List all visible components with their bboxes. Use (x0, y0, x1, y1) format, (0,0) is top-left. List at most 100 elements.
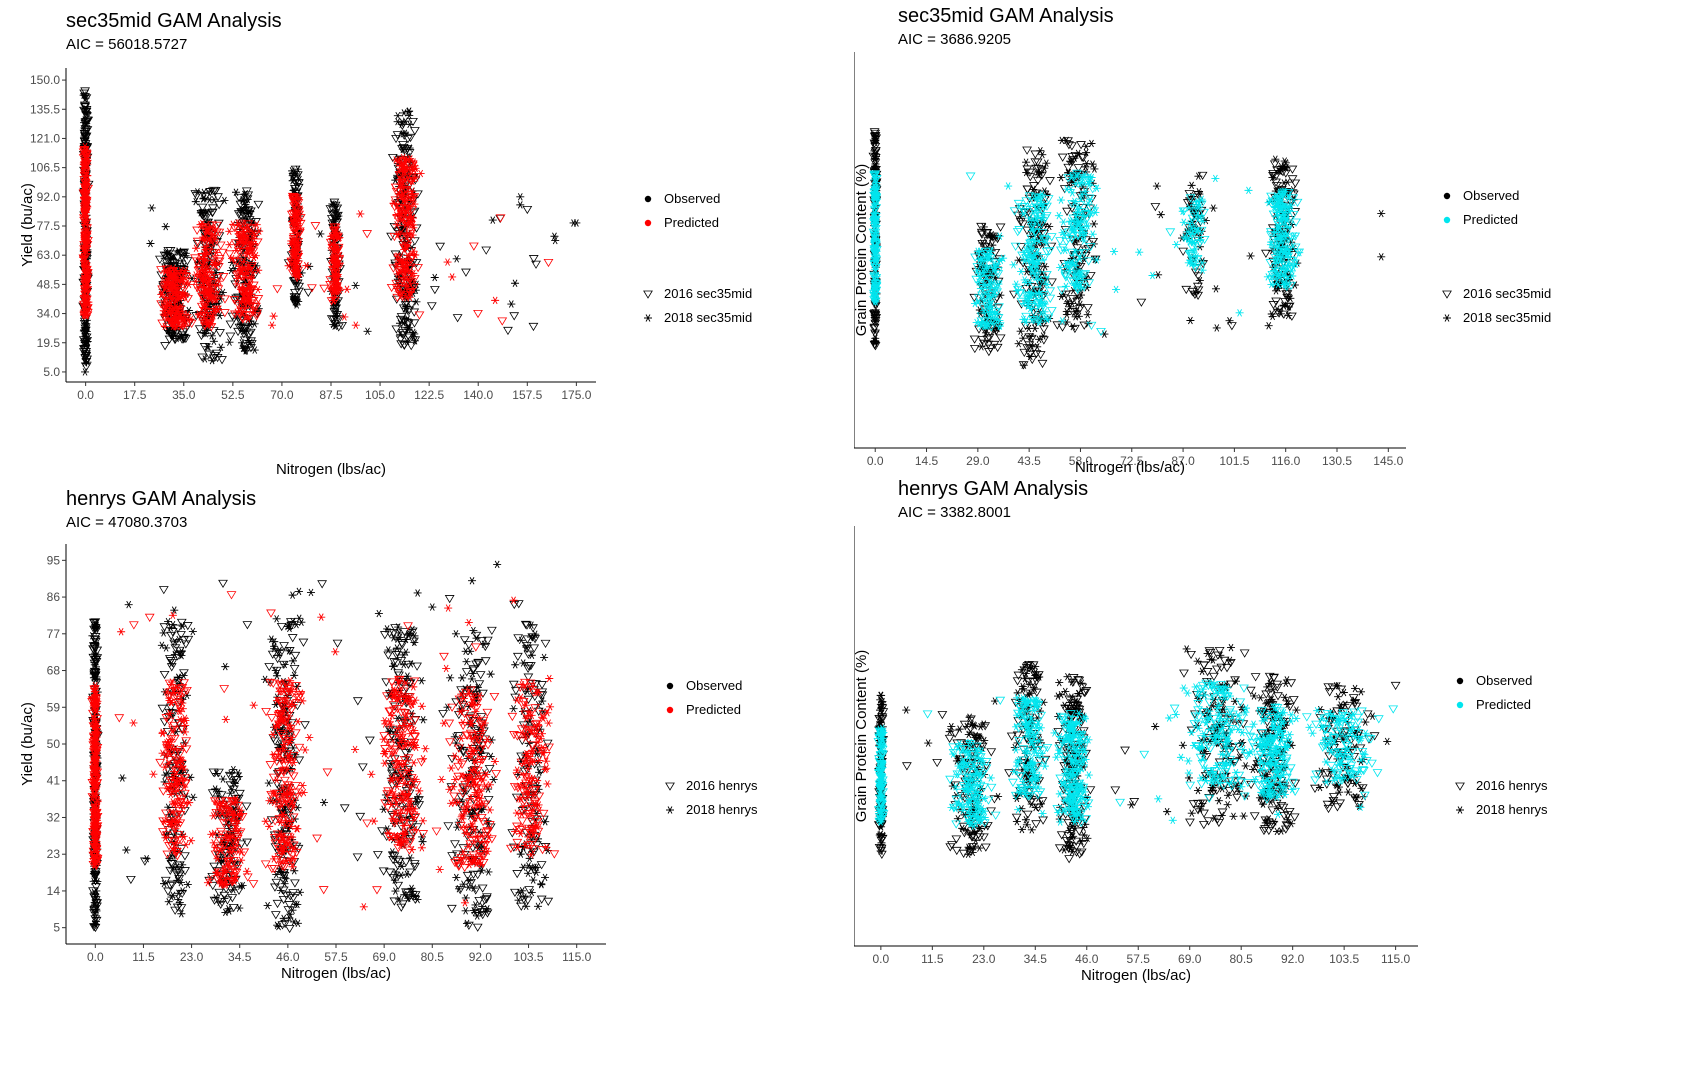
y-tick-label: 135.5 (30, 102, 60, 116)
observed-point (291, 188, 302, 197)
observed-point (384, 868, 395, 877)
observed-point (199, 195, 208, 203)
predicted-point (197, 316, 208, 326)
predicted-point (414, 311, 425, 320)
observed-point (384, 646, 393, 654)
observed-point (388, 874, 399, 883)
observed-point (446, 904, 457, 914)
observed-point (264, 779, 273, 787)
observed-point (295, 888, 304, 897)
observed-point (1198, 257, 1207, 265)
observed-point (219, 838, 228, 846)
observed-point (403, 870, 412, 878)
predicted-point (972, 267, 981, 275)
observed-point (174, 646, 185, 656)
legend-shape-key (1442, 290, 1452, 299)
predicted-point (214, 255, 225, 264)
predicted-point (993, 270, 1004, 279)
predicted-point (1068, 258, 1077, 266)
predicted-point (330, 240, 339, 248)
x-tick-label: 11.5 (132, 950, 155, 964)
observed-point (209, 352, 220, 361)
observed-point (409, 860, 420, 869)
observed-point (1073, 307, 1082, 315)
observed-point (1062, 310, 1071, 319)
observed-point (1195, 276, 1204, 285)
predicted-point (200, 290, 211, 300)
predicted-point (307, 284, 317, 293)
predicted-point (972, 263, 983, 272)
predicted-point (80, 263, 91, 272)
observed-point (180, 852, 190, 861)
observed-point (176, 878, 185, 887)
predicted-point (203, 248, 214, 257)
predicted-point (1279, 239, 1289, 248)
observed-point (992, 235, 1003, 244)
predicted-point (160, 284, 169, 292)
observed-point (1016, 327, 1025, 335)
observed-point (275, 646, 284, 655)
observed-point (455, 886, 466, 895)
predicted-point (1186, 230, 1195, 239)
observed-point (239, 322, 250, 332)
predicted-point (410, 200, 419, 208)
observed-point (1016, 243, 1027, 252)
observed-point (406, 342, 417, 351)
observed-point (511, 279, 520, 287)
observed-point (472, 634, 481, 642)
observed-point (389, 634, 398, 642)
observed-point (1074, 312, 1083, 321)
predicted-point (248, 247, 259, 256)
predicted-point (1038, 235, 1049, 244)
observed-point (978, 239, 987, 247)
observed-point (396, 639, 407, 648)
observed-point (216, 343, 225, 351)
predicted-point (79, 211, 88, 219)
predicted-point (1058, 317, 1067, 325)
observed-point (80, 119, 91, 128)
predicted-point (1187, 214, 1198, 223)
observed-point (528, 255, 539, 264)
observed-point (1068, 322, 1077, 331)
y-tick-label: 150.0 (30, 73, 60, 87)
observed-point (405, 629, 414, 638)
observed-point (868, 152, 879, 161)
observed-point (183, 880, 192, 889)
observed-point (403, 319, 413, 328)
observed-point (177, 910, 186, 918)
observed-point (1150, 203, 1161, 212)
observed-point (90, 871, 101, 881)
predicted-point (1268, 271, 1277, 280)
predicted-point (1063, 174, 1074, 183)
predicted-point (393, 270, 402, 278)
observed-point (176, 631, 186, 640)
predicted-point (1271, 228, 1280, 237)
observed-point (91, 876, 100, 885)
observed-point (246, 344, 256, 353)
predicted-point (396, 161, 405, 170)
observed-point (1246, 252, 1255, 260)
predicted-point (408, 283, 419, 292)
predicted-point (973, 247, 982, 255)
x-tick-label: 122.5 (414, 388, 444, 402)
predicted-point (965, 172, 976, 181)
predicted-point (979, 307, 988, 315)
observed-point (226, 769, 235, 778)
predicted-point (82, 228, 91, 237)
predicted-point (160, 277, 171, 286)
predicted-point (1078, 217, 1087, 225)
observed-point (180, 334, 191, 344)
observed-point (429, 286, 440, 295)
x-tick-label: 175.0 (561, 388, 591, 402)
predicted-point (162, 296, 173, 306)
predicted-point (244, 276, 255, 285)
observed-point (468, 870, 479, 879)
predicted-point (980, 248, 991, 257)
observed-point (1062, 318, 1071, 326)
predicted-point (404, 234, 415, 243)
predicted-point (1290, 232, 1301, 241)
observed-point (475, 671, 486, 680)
observed-point (392, 861, 403, 871)
observed-point (550, 232, 559, 240)
